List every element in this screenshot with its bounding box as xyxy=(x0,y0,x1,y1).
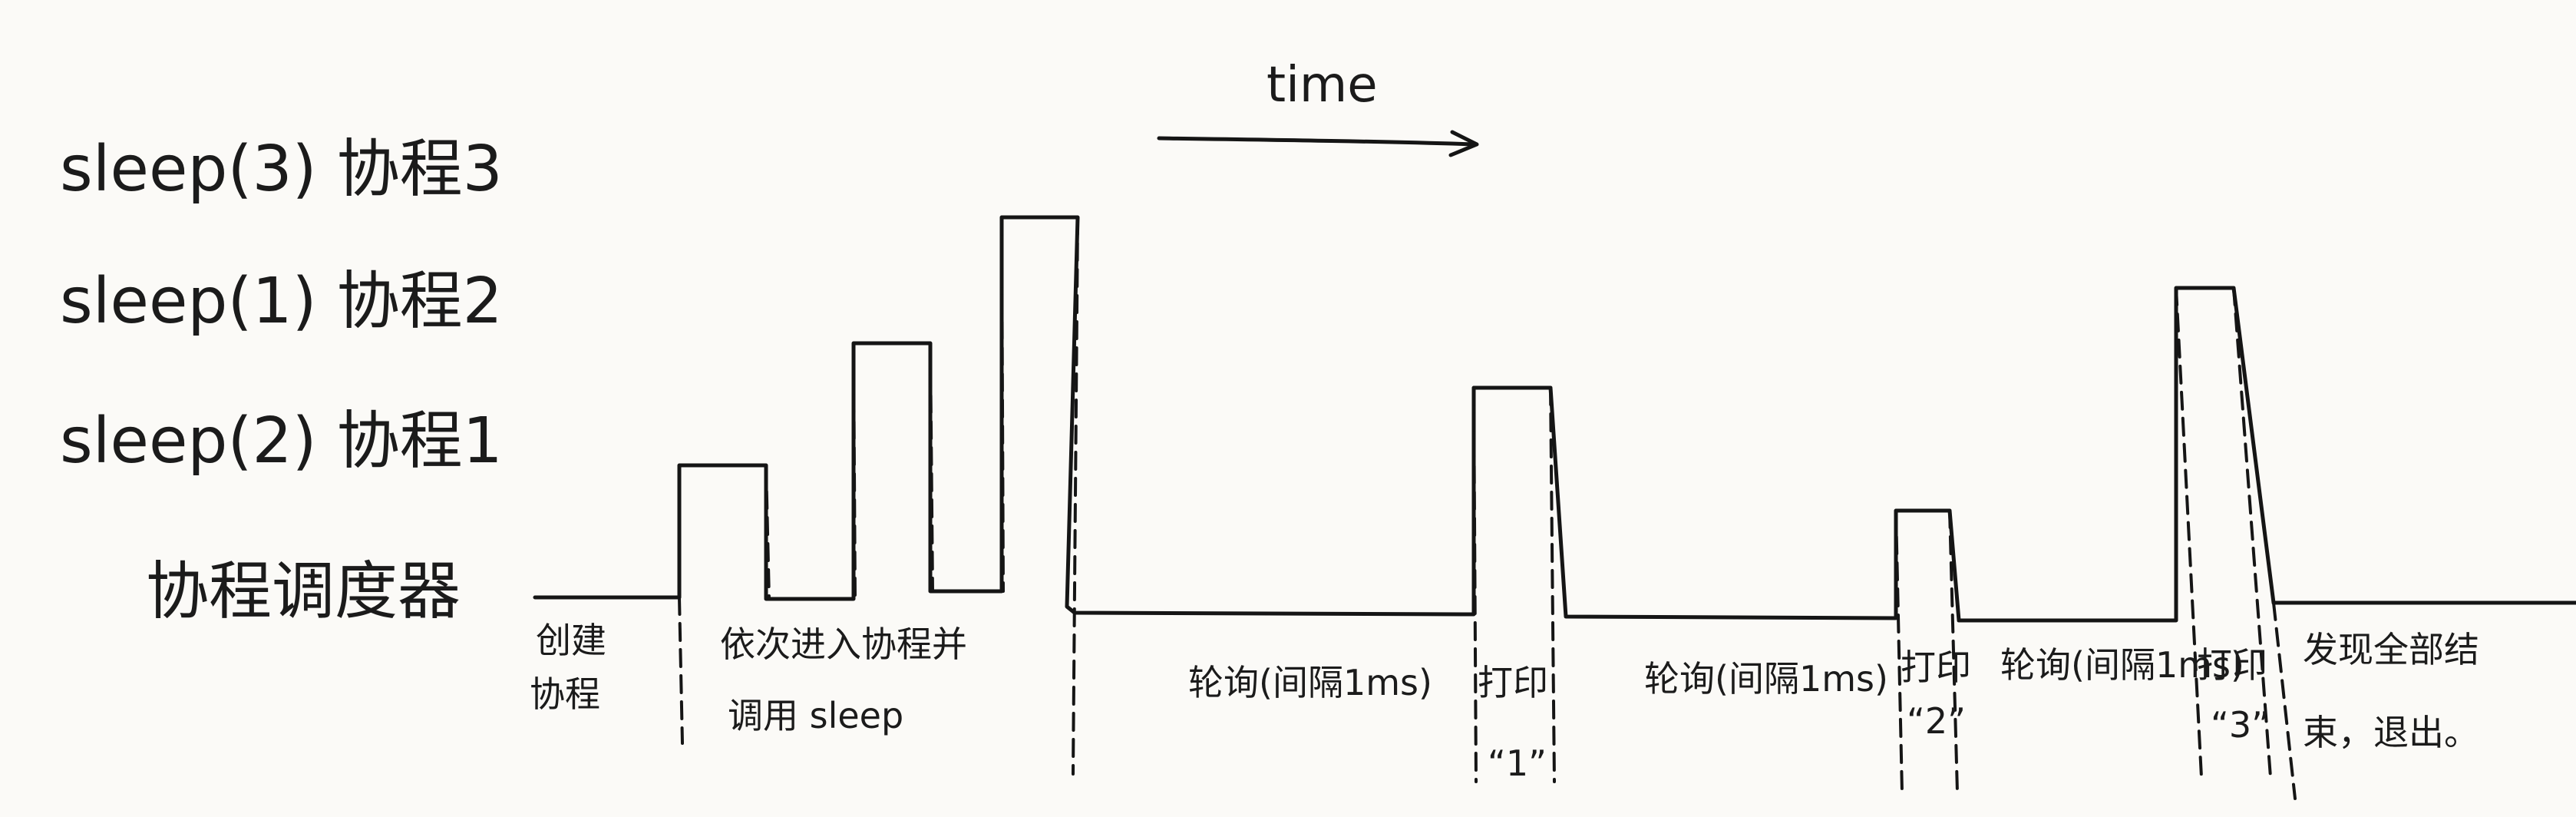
label-enter-line2: 调用 sleep xyxy=(728,695,903,736)
label-print2-line2: “2” xyxy=(1907,700,1966,742)
scheduler-timeline xyxy=(533,215,2576,623)
row-label-coroutine-1: sleep(2) 协程1 xyxy=(60,405,503,478)
row-label-coroutine-2: sleep(1) 协程2 xyxy=(60,265,503,338)
dash-finish-left xyxy=(2272,601,2297,800)
label-poll-3: 轮询(间隔1ms) xyxy=(2000,644,2244,686)
label-create-line2: 协程 xyxy=(530,673,600,715)
label-enter-line1: 依次进入协程并 xyxy=(720,624,967,665)
dash-print2-left xyxy=(1894,509,1904,794)
dash-print3-left xyxy=(2175,286,2203,779)
dash-coroutine1-right xyxy=(765,464,771,600)
dash-coroutine2-left xyxy=(852,342,857,600)
label-print1-line1: 打印 xyxy=(1478,662,1548,703)
dash-coroutine3-left xyxy=(1000,216,1005,593)
label-poll-1: 轮询(间隔1ms) xyxy=(1188,662,1432,703)
label-print2-line1: 打印 xyxy=(1901,647,1971,688)
time-label: time xyxy=(1267,57,1378,114)
dash-create-right xyxy=(678,596,684,745)
time-arrow xyxy=(1157,130,1479,157)
label-finish-line1: 发现全部结 xyxy=(2303,629,2479,670)
dash-print1-right xyxy=(1549,386,1556,783)
label-poll-2: 轮询(间隔1ms) xyxy=(1644,658,1888,700)
label-finish-line2: 束，退出。 xyxy=(2303,712,2479,753)
dash-coroutine2-right xyxy=(929,342,934,593)
row-label-scheduler: 协程调度器 xyxy=(146,555,461,628)
label-print1-line2: “1” xyxy=(1488,743,1547,784)
dash-print3-right xyxy=(2232,286,2272,779)
label-print3-line2: “3” xyxy=(2211,704,2270,746)
row-label-coroutine-3: sleep(3) 协程3 xyxy=(60,133,503,206)
label-create-line1: 创建 xyxy=(536,620,606,661)
label-print3-line1: 打印 xyxy=(2197,644,2267,686)
dash-print1-left xyxy=(1472,386,1478,783)
dash-coroutine3-right xyxy=(1072,216,1079,776)
dash-print2-right xyxy=(1948,509,1959,794)
